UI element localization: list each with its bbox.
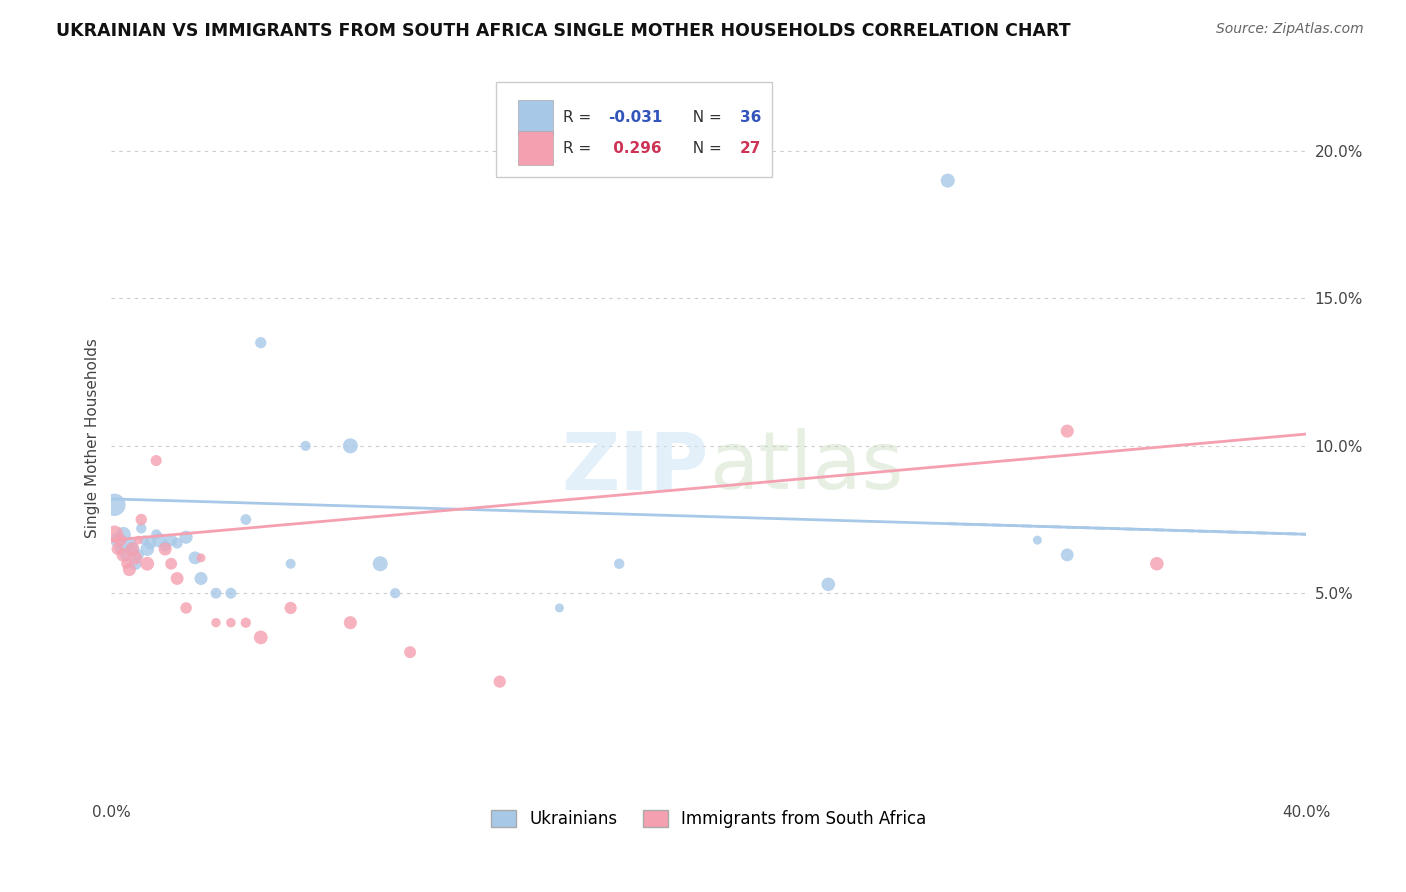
Point xyxy=(399,645,422,659)
Point xyxy=(139,536,162,550)
Point xyxy=(129,521,152,535)
Point xyxy=(110,541,132,556)
Text: UKRAINIAN VS IMMIGRANTS FROM SOUTH AFRICA SINGLE MOTHER HOUSEHOLDS CORRELATION C: UKRAINIAN VS IMMIGRANTS FROM SOUTH AFRIC… xyxy=(56,22,1071,40)
Point xyxy=(127,533,149,548)
Point xyxy=(205,615,228,630)
Point xyxy=(121,541,143,556)
Point xyxy=(174,530,197,544)
Point xyxy=(124,550,146,565)
Text: 27: 27 xyxy=(740,141,761,155)
Point xyxy=(145,527,167,541)
Point xyxy=(817,577,839,591)
Point xyxy=(105,541,128,556)
Bar xyxy=(517,131,554,165)
Point xyxy=(112,548,135,562)
Point xyxy=(368,557,391,571)
Point xyxy=(129,512,152,526)
Text: 0.296: 0.296 xyxy=(609,141,662,155)
Point xyxy=(124,557,146,571)
FancyBboxPatch shape xyxy=(496,82,772,178)
Point xyxy=(121,541,143,556)
Text: N =: N = xyxy=(682,110,725,125)
Bar xyxy=(517,100,554,135)
Point xyxy=(249,335,271,350)
Point xyxy=(127,548,149,562)
Point xyxy=(190,550,212,565)
Point xyxy=(235,512,257,526)
Point xyxy=(1056,424,1078,438)
Point xyxy=(112,527,135,541)
Point xyxy=(249,631,271,645)
Point xyxy=(280,557,302,571)
Point xyxy=(548,601,571,615)
Text: Source: ZipAtlas.com: Source: ZipAtlas.com xyxy=(1216,22,1364,37)
Point xyxy=(339,615,361,630)
Point xyxy=(118,536,141,550)
Point xyxy=(205,586,228,600)
Point xyxy=(184,550,207,565)
Point xyxy=(103,527,125,541)
Text: -0.031: -0.031 xyxy=(609,110,662,125)
Point xyxy=(174,601,197,615)
Point xyxy=(190,572,212,586)
Point xyxy=(166,536,188,550)
Point xyxy=(118,563,141,577)
Point xyxy=(136,557,159,571)
Text: R =: R = xyxy=(562,110,596,125)
Legend: Ukrainians, Immigrants from South Africa: Ukrainians, Immigrants from South Africa xyxy=(485,803,934,835)
Point xyxy=(219,586,242,600)
Point xyxy=(339,439,361,453)
Text: 36: 36 xyxy=(740,110,761,125)
Point xyxy=(148,533,170,548)
Point xyxy=(219,615,242,630)
Point xyxy=(488,674,510,689)
Point xyxy=(235,615,257,630)
Point xyxy=(936,173,959,187)
Point xyxy=(160,557,183,571)
Point xyxy=(160,533,183,548)
Point xyxy=(115,557,138,571)
Point xyxy=(134,533,156,548)
Point xyxy=(607,557,630,571)
Point xyxy=(153,541,176,556)
Point xyxy=(103,498,125,512)
Y-axis label: Single Mother Households: Single Mother Households xyxy=(86,339,100,539)
Text: N =: N = xyxy=(682,141,725,155)
Point xyxy=(1056,548,1078,562)
Point xyxy=(115,548,138,562)
Point xyxy=(294,439,316,453)
Point xyxy=(280,601,302,615)
Point xyxy=(166,572,188,586)
Point xyxy=(105,533,128,548)
Text: ZIP: ZIP xyxy=(561,428,709,507)
Text: atlas: atlas xyxy=(709,428,903,507)
Point xyxy=(110,533,132,548)
Point xyxy=(136,541,159,556)
Point xyxy=(1146,557,1168,571)
Point xyxy=(384,586,406,600)
Point xyxy=(145,453,167,467)
Point xyxy=(153,539,176,553)
Point xyxy=(1026,533,1049,548)
Text: R =: R = xyxy=(562,141,596,155)
